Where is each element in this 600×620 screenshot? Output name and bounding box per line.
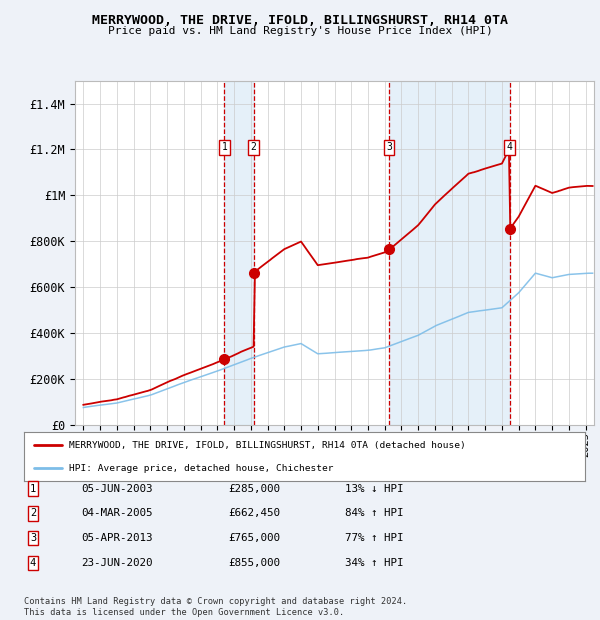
Text: 2: 2 (30, 508, 36, 518)
Text: £855,000: £855,000 (228, 558, 280, 568)
Text: 04-MAR-2005: 04-MAR-2005 (81, 508, 152, 518)
Bar (224, 81, 254, 425)
Text: 05-APR-2013: 05-APR-2013 (81, 533, 152, 543)
Text: £285,000: £285,000 (228, 484, 280, 494)
Text: 3: 3 (30, 533, 36, 543)
Text: MERRYWOOD, THE DRIVE, IFOLD, BILLINGSHURST, RH14 0TA (detached house): MERRYWOOD, THE DRIVE, IFOLD, BILLINGSHUR… (69, 441, 466, 450)
Text: 3: 3 (386, 142, 392, 152)
Text: 2: 2 (251, 142, 257, 152)
Text: 23-JUN-2020: 23-JUN-2020 (81, 558, 152, 568)
Text: 4: 4 (507, 142, 513, 152)
Text: Contains HM Land Registry data © Crown copyright and database right 2024.
This d: Contains HM Land Registry data © Crown c… (24, 598, 407, 617)
Text: 77% ↑ HPI: 77% ↑ HPI (345, 533, 404, 543)
Text: £662,450: £662,450 (228, 508, 280, 518)
Bar (389, 81, 510, 425)
Text: MERRYWOOD, THE DRIVE, IFOLD, BILLINGSHURST, RH14 0TA: MERRYWOOD, THE DRIVE, IFOLD, BILLINGSHUR… (92, 14, 508, 27)
Text: 1: 1 (221, 142, 227, 152)
Text: 1: 1 (30, 484, 36, 494)
Text: 13% ↓ HPI: 13% ↓ HPI (345, 484, 404, 494)
Text: 05-JUN-2003: 05-JUN-2003 (81, 484, 152, 494)
Text: £765,000: £765,000 (228, 533, 280, 543)
Text: 4: 4 (30, 558, 36, 568)
Text: Price paid vs. HM Land Registry's House Price Index (HPI): Price paid vs. HM Land Registry's House … (107, 26, 493, 36)
Text: HPI: Average price, detached house, Chichester: HPI: Average price, detached house, Chic… (69, 464, 334, 473)
Text: 34% ↑ HPI: 34% ↑ HPI (345, 558, 404, 568)
Text: 84% ↑ HPI: 84% ↑ HPI (345, 508, 404, 518)
